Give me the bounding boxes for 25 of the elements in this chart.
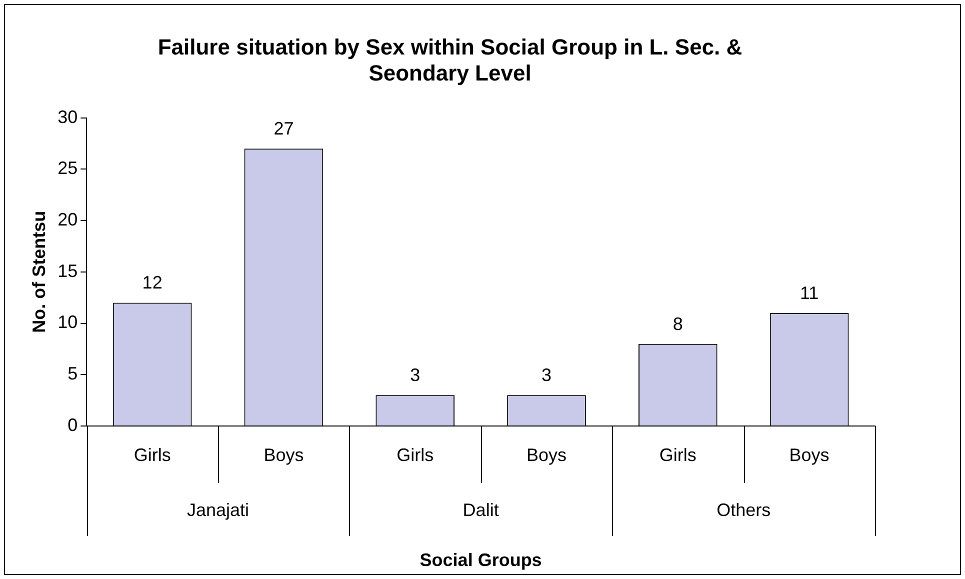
data-label: 11 <box>800 282 819 303</box>
text: Dalit <box>462 500 499 520</box>
data-label: 12 <box>142 272 162 293</box>
data-label: 3 <box>410 365 420 386</box>
y-tick-label: 5 <box>68 364 78 384</box>
x-tick-label: Boys <box>264 444 304 465</box>
x-tick-label: Girls <box>134 444 171 465</box>
y-tick-label: 30 <box>58 106 78 127</box>
x-axis-title: Social Groups <box>420 550 542 570</box>
y-tick-label: 20 <box>58 210 78 230</box>
chart-title: Failure situation by Sex within Social Group in L. Sec. & Seondary Level <box>158 34 742 86</box>
x-tick-label: Boys <box>789 444 830 465</box>
data-label: 27 <box>274 118 294 139</box>
y-axis-title: No. of Stentsu <box>28 210 49 333</box>
x-tick-label: Girls <box>659 444 696 465</box>
x-tick-label: Boys <box>526 444 567 465</box>
text: Others <box>716 500 771 520</box>
y-tick-label: 15 <box>58 260 78 281</box>
y-tick-label: 25 <box>58 158 78 178</box>
x-tick-label: Girls <box>396 444 434 465</box>
y-tick-label: 10 <box>58 312 78 332</box>
text: Janajati <box>186 500 250 520</box>
data-label: 3 <box>542 365 552 386</box>
data-label: 8 <box>672 314 683 334</box>
y-tick-label: 0 <box>68 414 78 435</box>
